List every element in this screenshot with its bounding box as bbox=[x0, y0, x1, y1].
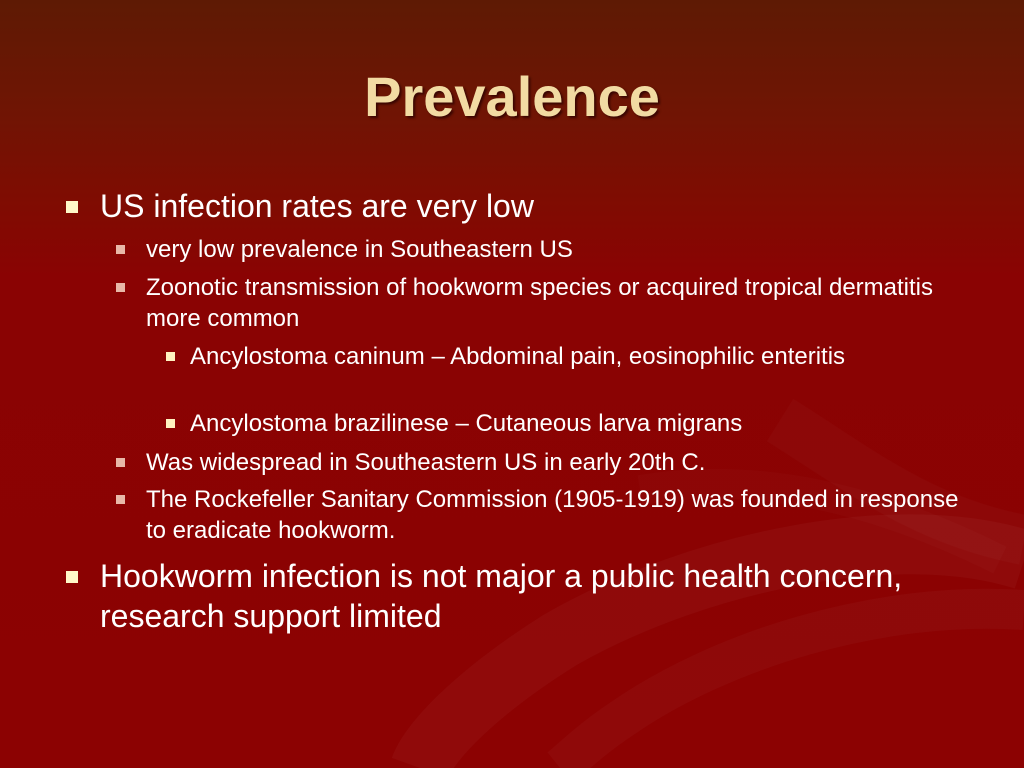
bullet-text: Hookworm infection is not major a public… bbox=[100, 558, 903, 634]
square-bullet-icon bbox=[66, 571, 78, 583]
sub-bullet-text: The Rockefeller Sanitary Commission (190… bbox=[146, 486, 959, 544]
sub-bullet-item: The Rockefeller Sanitary Commission (190… bbox=[116, 484, 976, 546]
sub-bullet-item: Was widespread in Southeastern US in ear… bbox=[116, 447, 976, 478]
sub-bullet-text: very low prevalence in Southeastern US bbox=[146, 236, 573, 263]
square-bullet-icon bbox=[116, 283, 125, 292]
square-bullet-icon bbox=[116, 245, 125, 254]
square-bullet-icon bbox=[66, 201, 78, 213]
square-bullet-icon bbox=[116, 495, 125, 504]
sub-sub-bullet-item: Ancylostoma brazilinese – Cutaneous larv… bbox=[166, 408, 950, 439]
sub-sub-bullet-item: Ancylostoma caninum – Abdominal pain, eo… bbox=[166, 341, 910, 372]
bullet-text: US infection rates are very low bbox=[100, 188, 534, 224]
bullet-item: Hookworm infection is not major a public… bbox=[66, 556, 980, 636]
sub-sub-bullet-text: Ancylostoma brazilinese – Cutaneous larv… bbox=[190, 410, 743, 437]
sub-bullet-text: Was widespread in Southeastern US in ear… bbox=[146, 449, 706, 476]
sub-sub-bullet-text: Ancylostoma caninum – Abdominal pain, eo… bbox=[190, 343, 846, 370]
bullet-item: US infection rates are very low bbox=[66, 186, 980, 226]
sub-bullet-item: very low prevalence in Southeastern US bbox=[116, 234, 976, 265]
sub-bullet-item: Zoonotic transmission of hookworm specie… bbox=[116, 272, 976, 334]
slide-title: Prevalence bbox=[364, 65, 660, 128]
square-bullet-icon bbox=[166, 419, 175, 428]
sub-bullet-text: Zoonotic transmission of hookworm specie… bbox=[146, 274, 933, 332]
square-bullet-icon bbox=[166, 352, 175, 361]
square-bullet-icon bbox=[116, 458, 125, 467]
